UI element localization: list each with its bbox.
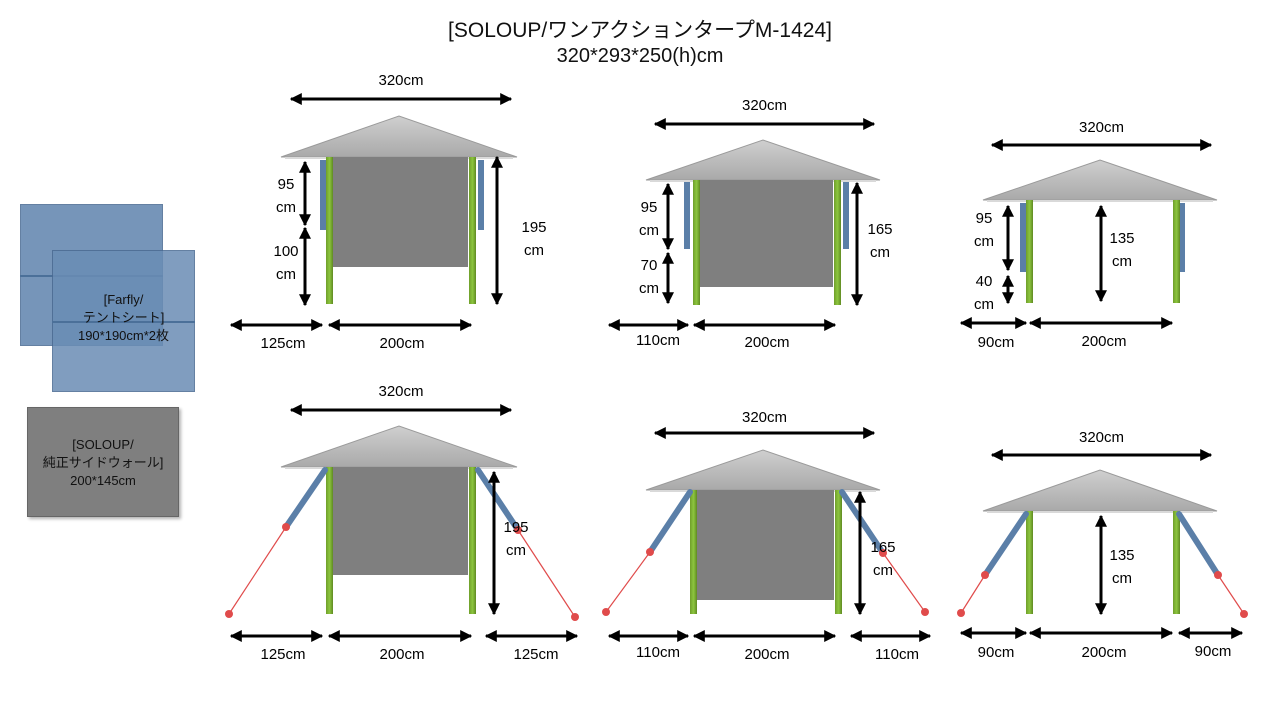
top-1-left-sheet (320, 160, 326, 230)
bottom-1-base-label: 200cm (379, 646, 424, 663)
bottom-3-right-rope (1217, 574, 1245, 615)
top-1-lower-label: 100 cm (273, 243, 298, 283)
bottom-3-right-label: 90cm (1195, 643, 1232, 660)
bottom-1-right-peg (571, 613, 579, 621)
bottom-2-height-label: 165 cm (870, 539, 895, 579)
bottom-1-left-pole (326, 467, 333, 614)
bottom-3-left-peg (957, 609, 965, 617)
top-1-right-sheet (478, 160, 484, 230)
top-3-left-pole (1026, 200, 1033, 303)
bottom-2-roof (645, 449, 881, 491)
top-1-upper-label: 95 cm (276, 176, 296, 216)
top-1-width-label: 320cm (378, 72, 423, 89)
top-1-roof (280, 115, 518, 158)
bottom-1-left-rope-tie (282, 523, 290, 531)
bottom-3-left-rope-tie (981, 571, 989, 579)
top-3-right-sheet (1179, 203, 1185, 272)
bottom-2-base-label: 200cm (744, 646, 789, 663)
legend-tent-sheet-line-2: テントシート] (82, 310, 165, 325)
bottom-2-right-rope (882, 552, 926, 613)
bottom-2-side-wall (697, 490, 834, 600)
top-2-lower-label: 70 cm (639, 257, 659, 297)
top-3-left-sheet (1020, 203, 1026, 272)
bottom-1-right-pole (469, 467, 476, 614)
bottom-1-right-rope-tie (514, 526, 522, 534)
top-1-right-pole (469, 157, 476, 304)
legend-side-wall (27, 407, 179, 517)
top-2-side-label: 110cm (636, 332, 680, 349)
top-3-lower-label: 40 cm (974, 273, 994, 313)
bottom-1-width-label: 320cm (378, 383, 423, 400)
bottom-3-right-rope-tie (1214, 571, 1222, 579)
bottom-2-left-rope-tie (646, 548, 654, 556)
top-2-right-pole (834, 180, 841, 305)
top-1-side-label: 125cm (260, 335, 305, 352)
legend-side-wall-label: [SOLOUP/ 純正サイドウォール] 200*145cm (27, 436, 179, 490)
top-2-height-label: 165 cm (867, 221, 892, 261)
title-line-1: [SOLOUP/ワンアクションタープM-1424] (448, 19, 832, 42)
top-3-roof (982, 159, 1218, 201)
bottom-1-left-label: 125cm (260, 646, 305, 663)
bottom-3-roof-edge (987, 511, 1213, 513)
top-2-left-sheet (684, 182, 690, 249)
bottom-1-left-peg (225, 610, 233, 618)
bottom-2-right-rope-tie (879, 549, 887, 557)
top-1-side-wall (333, 157, 468, 267)
bottom-3-width-label: 320cm (1079, 429, 1124, 446)
bottom-2-left-label: 110cm (636, 644, 680, 661)
legend-tent-sheet-band-2 (52, 321, 195, 323)
bottom-3-height-label: 135 cm (1109, 547, 1134, 587)
bottom-1-height-label: 195 cm (503, 519, 528, 559)
bottom-2-right-peg (921, 608, 929, 616)
legend-side-wall-line-1: [SOLOUP/ (72, 437, 134, 452)
top-1-height-label: 195 cm (521, 219, 546, 259)
bottom-3-left-pole (1026, 511, 1033, 614)
bottom-3-left-label: 90cm (978, 644, 1015, 661)
bottom-2-width-label: 320cm (742, 409, 787, 426)
bottom-2-right-pole (835, 490, 842, 614)
top-2-upper-label: 95 cm (639, 199, 659, 239)
top-3-upper-label: 95 cm (974, 210, 994, 250)
legend-side-wall-line-3: 200*145cm (70, 473, 136, 488)
top-3-right-pole (1173, 200, 1180, 303)
legend-tent-sheet-line-1: [Farfly/ (103, 292, 144, 307)
top-3-width-label: 320cm (1079, 119, 1124, 136)
legend-tent-sheet-label: [Farfly/ テントシート] 190*190cm*2枚 (52, 291, 195, 345)
top-1-left-pole (326, 157, 333, 304)
bottom-3-right-awning (1176, 511, 1221, 578)
top-2-right-sheet (843, 182, 849, 249)
bottom-1-left-awning (283, 467, 328, 530)
top-2-left-pole (693, 180, 700, 305)
bottom-3-left-awning (982, 511, 1029, 578)
bottom-2-left-rope (605, 551, 651, 613)
top-2-width-label: 320cm (742, 97, 787, 114)
bottom-2-left-awning (647, 489, 693, 555)
bottom-2-right-label: 110cm (875, 646, 919, 663)
top-1-base-label: 200cm (379, 335, 424, 352)
bottom-3-roof (982, 469, 1218, 512)
bottom-1-roof (280, 425, 518, 468)
bottom-3-right-pole (1173, 511, 1180, 614)
top-3-base-label: 200cm (1081, 333, 1126, 350)
bottom-3-left-rope (960, 574, 986, 614)
bottom-3-base-label: 200cm (1081, 644, 1126, 661)
title-line-2: 320*293*250(h)cm (556, 45, 724, 67)
top-2-side-wall (700, 180, 833, 287)
legend-side-wall-line-2: 純正サイドウォール] (42, 455, 164, 470)
bottom-2-left-peg (602, 608, 610, 616)
legend-tent-sheet-line-3: 190*190cm*2枚 (77, 328, 170, 343)
bottom-2-left-pole (690, 490, 697, 614)
bottom-3-right-peg (1240, 610, 1248, 618)
bottom-1-right-rope (517, 529, 576, 618)
bottom-1-right-label: 125cm (513, 646, 558, 663)
top-3-roof-edge (987, 200, 1213, 202)
bottom-1-left-rope (228, 526, 287, 615)
top-2-base-label: 200cm (744, 334, 789, 351)
top-2-roof (645, 139, 881, 181)
top-3-height-label: 135 cm (1109, 230, 1134, 270)
top-3-side-label: 90cm (978, 334, 1015, 351)
bottom-1-side-wall (333, 467, 468, 575)
